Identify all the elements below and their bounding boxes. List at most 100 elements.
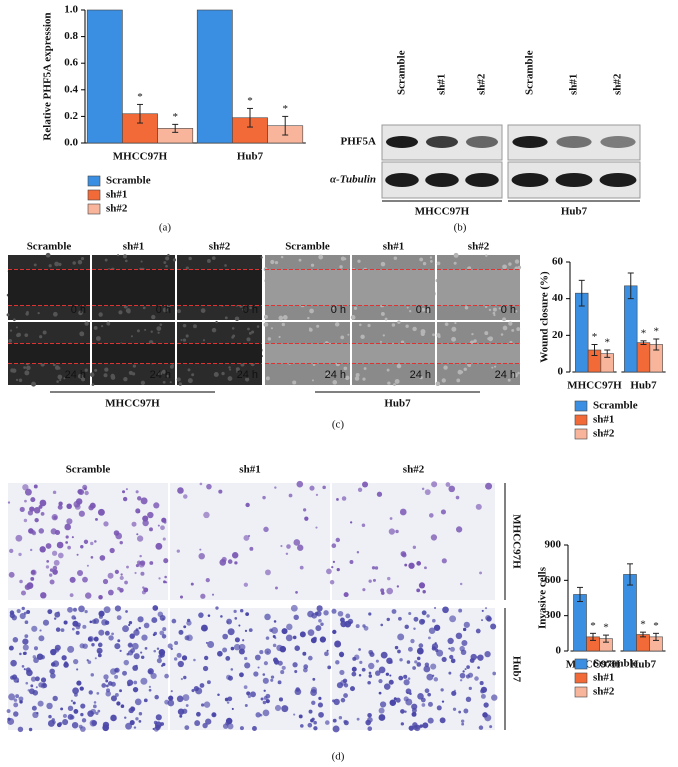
cell-texture [149, 527, 153, 532]
cell-texture [24, 488, 32, 496]
cell-texture [333, 698, 340, 706]
cell-texture [125, 722, 132, 730]
cell-texture [440, 688, 444, 692]
cell-texture [376, 491, 383, 497]
cell-texture [160, 525, 165, 531]
cell-texture [153, 631, 157, 636]
cell-texture [140, 677, 148, 685]
cell-texture [359, 660, 363, 665]
cell-texture [128, 621, 133, 625]
cell-texture [490, 623, 497, 630]
cell-texture [15, 378, 19, 382]
cell-texture [332, 380, 338, 385]
cell-texture [395, 697, 401, 703]
group-label: MHCC97H [415, 206, 470, 218]
cell-texture [206, 483, 212, 490]
cell-texture [318, 618, 322, 623]
cell-texture [331, 608, 337, 614]
cell-texture [13, 702, 19, 708]
legend-swatch [574, 686, 588, 698]
cell-texture [427, 717, 434, 724]
blot-band [466, 136, 498, 148]
cell-texture [307, 655, 313, 661]
cell-texture [254, 654, 261, 661]
cell-texture [418, 618, 425, 625]
cell-texture [13, 318, 16, 322]
cell-texture [51, 718, 55, 722]
cell-texture [205, 578, 210, 583]
cell-texture [382, 334, 385, 337]
cell-texture [459, 672, 466, 679]
cell-texture [40, 592, 47, 599]
cell-texture [405, 324, 409, 328]
cell-texture [167, 253, 170, 257]
legend-swatch [574, 672, 588, 684]
wound-gap [177, 343, 262, 364]
cell-texture [309, 485, 315, 491]
y-tick-label: 300 [545, 609, 562, 621]
cell-texture [136, 535, 144, 542]
cell-texture [16, 333, 20, 338]
cell-texture [164, 673, 169, 679]
cell-texture [427, 692, 432, 697]
cell-texture [409, 310, 412, 313]
cell-texture [141, 634, 148, 641]
cell-texture [32, 690, 39, 696]
cell-texture [127, 642, 133, 648]
cell-texture [172, 258, 177, 262]
cell-texture [485, 614, 491, 621]
cell-texture [73, 708, 79, 714]
cell-texture [309, 308, 314, 314]
cell-texture [229, 368, 232, 371]
cell-texture [395, 529, 399, 534]
cell-texture [110, 714, 117, 722]
group-label: MHCC97H [105, 398, 160, 410]
cell-texture [138, 719, 142, 723]
cell-texture [134, 571, 137, 575]
cell-texture [80, 712, 84, 717]
cell-texture [119, 589, 123, 593]
cell-texture [165, 256, 170, 261]
cell-texture [433, 624, 441, 631]
cell-texture [316, 324, 320, 328]
cell-texture [426, 673, 434, 681]
cell-texture [39, 499, 47, 507]
cell-texture [386, 368, 390, 372]
cell-texture [10, 659, 17, 667]
cell-texture [128, 370, 133, 376]
cell-texture [300, 724, 304, 728]
cell-texture [350, 315, 356, 320]
bar [86, 9, 123, 144]
cell-texture [104, 630, 110, 636]
cell-texture [10, 675, 15, 680]
cell-texture [317, 702, 324, 708]
cell-texture [90, 673, 94, 677]
cell-texture [286, 544, 291, 549]
cell-texture [449, 615, 457, 623]
bar [573, 594, 587, 652]
group-label: Hub7 [561, 206, 588, 218]
cell-texture [234, 561, 238, 565]
cell-texture [105, 690, 112, 697]
cell-texture [480, 693, 486, 699]
cell-texture [244, 377, 250, 382]
cell-texture [449, 654, 454, 660]
cell-texture [203, 511, 210, 519]
lane-label: sh#1 [436, 74, 448, 95]
cell-texture [94, 657, 97, 660]
cell-texture [478, 725, 484, 730]
cell-texture [116, 615, 122, 621]
cell-texture [418, 582, 426, 589]
error-bar [247, 107, 253, 128]
cell-texture [205, 641, 208, 644]
cell-texture [457, 369, 463, 375]
error-bar [578, 279, 585, 307]
cell-texture [244, 629, 248, 633]
cell-texture [52, 565, 58, 571]
cell-texture [31, 625, 38, 632]
cell-texture [315, 526, 318, 529]
cell-texture [421, 703, 426, 707]
cell-texture [176, 652, 182, 658]
cell-texture [85, 592, 92, 599]
cell-texture [324, 651, 329, 657]
